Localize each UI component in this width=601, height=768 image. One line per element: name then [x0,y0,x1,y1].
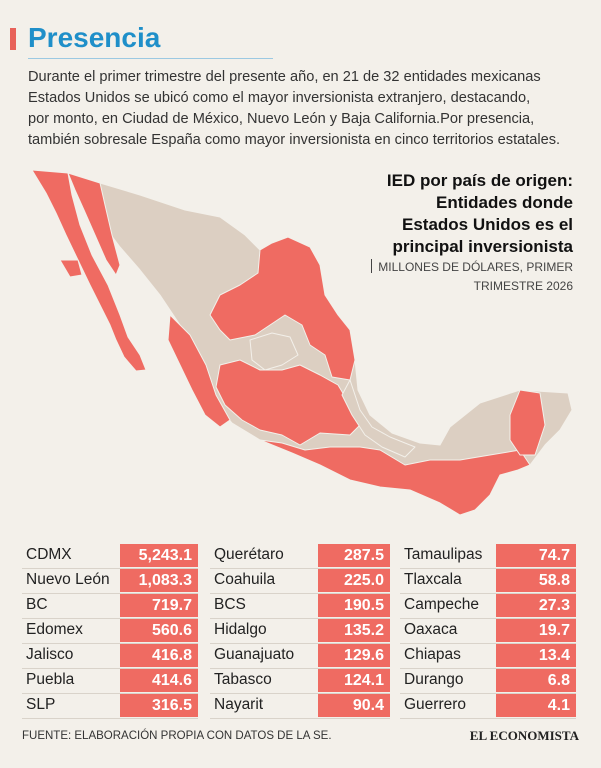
intro: Durante el primer trimestre del presente… [28,67,588,151]
state-name: Tamaulipas [404,546,483,563]
logo: EL ECONOMISTA [469,728,579,743]
table-row: Tamaulipas 74.7 [400,543,576,569]
state-name: Chiapas [404,646,461,663]
state-name: Durango [404,671,464,688]
table-row: Tlaxcala 58.8 [400,568,576,594]
state-value: 287.5 [318,544,390,567]
state-name: Coahuila [214,571,276,588]
state-value: 1,083.3 [120,569,198,592]
state-value: 414.6 [120,669,198,692]
state-value: 6.8 [496,669,576,692]
state-name: Guanajuato [214,646,295,663]
state-name: SLP [26,696,56,713]
state-value: 416.8 [120,644,198,667]
values-table: CDMX 5,243.1 Nuevo León 1,083.3 BC 719.7 Edome… [22,543,582,723]
table-row: Edomex 560.6 [22,618,198,644]
table-row: Chiapas 13.4 [400,643,576,669]
state-name: BCS [214,596,246,613]
state-value: 19.7 [496,619,576,642]
table-row: Puebla 414.6 [22,668,198,694]
intro-line: por monto, en Ciudad de México, Nuevo Le… [28,111,535,127]
table-row: Tabasco 124.1 [210,668,390,694]
table-row: Campeche 27.3 [400,593,576,619]
intro-line: Durante el primer trimestre del presente… [28,69,541,85]
state-value: 719.7 [120,594,198,617]
region [249,332,299,371]
map [31,169,573,516]
map-title-line: Entidades donde [436,193,573,212]
state-name: Tlaxcala [404,571,462,588]
table-row: Durango 6.8 [400,668,576,694]
table-row: Coahuila 225.0 [210,568,390,594]
state-value: 316.5 [120,694,198,717]
state-name: BC [26,596,48,613]
table-row: Nayarit 90.4 [210,693,390,719]
state-value: 124.1 [318,669,390,692]
table-row: Nuevo León 1,083.3 [22,568,198,594]
region [341,379,416,458]
state-value: 225.0 [318,569,390,592]
state-name: Querétaro [214,546,284,563]
region [31,169,147,372]
state-name: Puebla [26,671,75,688]
table-row: BC 719.7 [22,593,198,619]
table-row: BCS 190.5 [210,593,390,619]
map-subtitle-line: TRIMESTRE 2026 [473,279,573,293]
table-row: Guerrero 4.1 [400,693,576,719]
state-value: 13.4 [496,644,576,667]
map-title-line: Estados Unidos es el [402,215,573,234]
map-title-line: IED por país de origen: [386,171,573,190]
intro-line: también sobresale España como mayor inve… [28,132,561,148]
state-value: 129.6 [318,644,390,667]
intro-line: Estados Unidos se ubicó como el mayor in… [28,90,531,106]
map-title: IED por país de origen: Entidades donde Es… [387,170,573,258]
table-row: Querétaro 287.5 [210,543,390,569]
state-value: 135.2 [318,619,390,642]
table-row: Oaxaca 19.7 [400,618,576,644]
state-value: 27.3 [496,594,576,617]
state-value: 190.5 [318,594,390,617]
state-value: 4.1 [496,694,576,717]
region [167,314,231,428]
region [509,389,546,456]
region [59,259,83,278]
map-subtitle: MILLONES DE DÓLARES, PRIMER TRIMESTRE 202… [371,258,573,296]
region [259,439,531,516]
state-name: Tabasco [214,671,272,688]
table-row: Guanajuato 129.6 [210,643,390,669]
title-accent [10,28,16,50]
state-name: Jalisco [26,646,74,663]
state-value: 5,243.1 [120,544,198,567]
state-name: Guerrero [404,696,467,713]
state-value: 90.4 [318,694,390,717]
state-name: CDMX [26,546,72,563]
title-rule [28,58,273,59]
state-value: 74.7 [496,544,576,567]
state-value: 560.6 [120,619,198,642]
state-name: Nuevo León [26,571,110,588]
state-value: 58.8 [496,569,576,592]
table-row: CDMX 5,243.1 [22,543,198,569]
map-title-line: principal inversionista [392,237,573,256]
table-row: SLP 316.5 [22,693,198,719]
region [67,172,121,276]
region [209,236,356,381]
region [215,359,361,446]
table-row: Jalisco 416.8 [22,643,198,669]
table-row: Hidalgo 135.2 [210,618,390,644]
state-name: Oaxaca [404,621,458,638]
state-name: Nayarit [214,696,264,713]
state-name: Edomex [26,621,83,638]
map-subtitle-line: MILLONES DE DÓLARES, PRIMER [371,258,573,277]
state-name: Hidalgo [214,621,267,638]
source: FUENTE: ELABORACIÓN PROPIA CON DATOS DE … [22,730,332,742]
title: Presencia [28,22,161,53]
state-name: Campeche [404,596,479,613]
